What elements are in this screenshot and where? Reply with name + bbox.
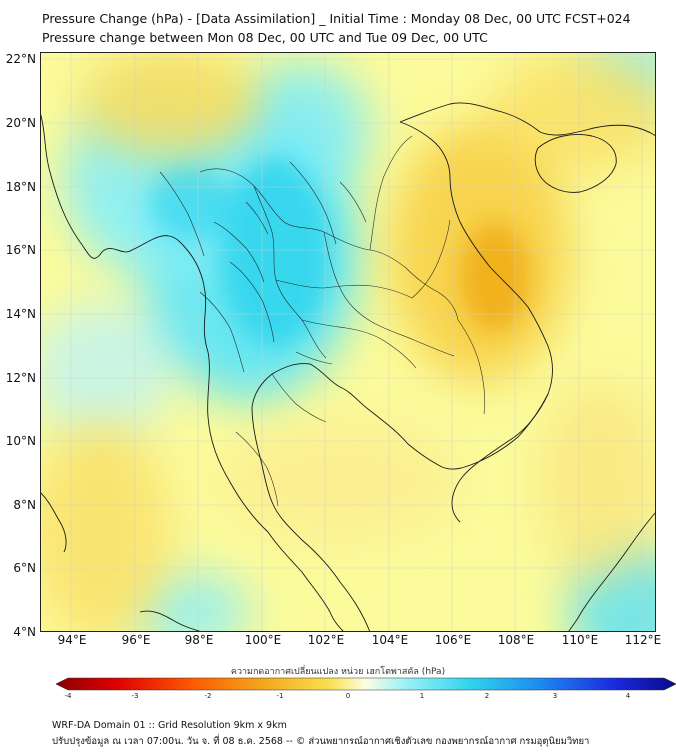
map-canvas xyxy=(40,52,656,632)
lat-label-6: 6°N xyxy=(13,561,36,575)
lat-label-14: 14°N xyxy=(5,307,36,321)
footer-credit: ปรับปรุงข้อมูล ณ เวลา 07:00น. วัน จ. ที่… xyxy=(52,736,590,747)
colorbar-tick--2: -2 xyxy=(204,692,212,700)
footer-model-info: WRF-DA Domain 01 :: Grid Resolution 9km … xyxy=(52,720,287,731)
coastlines xyxy=(40,102,656,632)
lat-label-20: 20°N xyxy=(5,116,36,130)
lon-label-110: 110°E xyxy=(561,633,599,647)
colorbar-tick--1: -1 xyxy=(276,692,284,700)
lon-label-102: 102°E xyxy=(307,633,345,647)
lat-label-18: 18°N xyxy=(5,180,36,194)
graticule xyxy=(40,52,656,632)
map-title-line-1: Pressure Change (hPa) - [Data Assimilati… xyxy=(42,11,631,26)
positive-core xyxy=(150,157,330,347)
colorbar-tick--3: -3 xyxy=(131,692,139,700)
borders xyxy=(159,135,486,507)
colorbar-title: ความกดอากาศเปลี่ยนแปลง หน่วย เฮกโตพาสคัล… xyxy=(230,667,446,677)
colorbar-tick--4: -4 xyxy=(64,692,72,700)
colorbar xyxy=(56,677,676,691)
lat-label-22: 22°N xyxy=(5,52,36,66)
colorbar-gradient xyxy=(56,677,676,691)
negative-core xyxy=(460,222,530,332)
lon-label-96: 96°E xyxy=(121,633,151,647)
lat-label-10: 10°N xyxy=(5,434,36,448)
colorbar-tick-4: 4 xyxy=(625,692,631,700)
lon-label-98: 98°E xyxy=(184,633,214,647)
colorbar-tick-3: 3 xyxy=(552,692,558,700)
lon-label-106: 106°E xyxy=(434,633,472,647)
lon-label-100: 100°E xyxy=(244,633,282,647)
lat-label-16: 16°N xyxy=(5,243,36,257)
lat-label-8: 8°N xyxy=(13,498,36,512)
map-frame xyxy=(40,52,656,632)
lon-label-104: 104°E xyxy=(371,633,409,647)
colorbar-tick-0: 0 xyxy=(345,692,351,700)
lon-label-108: 108°E xyxy=(497,633,535,647)
lat-label-4: 4°N xyxy=(13,625,36,639)
pressure-change-map xyxy=(40,52,656,632)
lat-label-12: 12°N xyxy=(5,371,36,385)
map-title-line-2: Pressure change between Mon 08 Dec, 00 U… xyxy=(42,30,488,45)
colorbar-tick-2: 2 xyxy=(484,692,490,700)
lon-label-94: 94°E xyxy=(57,633,87,647)
lon-label-112: 112°E xyxy=(624,633,662,647)
colorbar-tick-1: 1 xyxy=(419,692,425,700)
